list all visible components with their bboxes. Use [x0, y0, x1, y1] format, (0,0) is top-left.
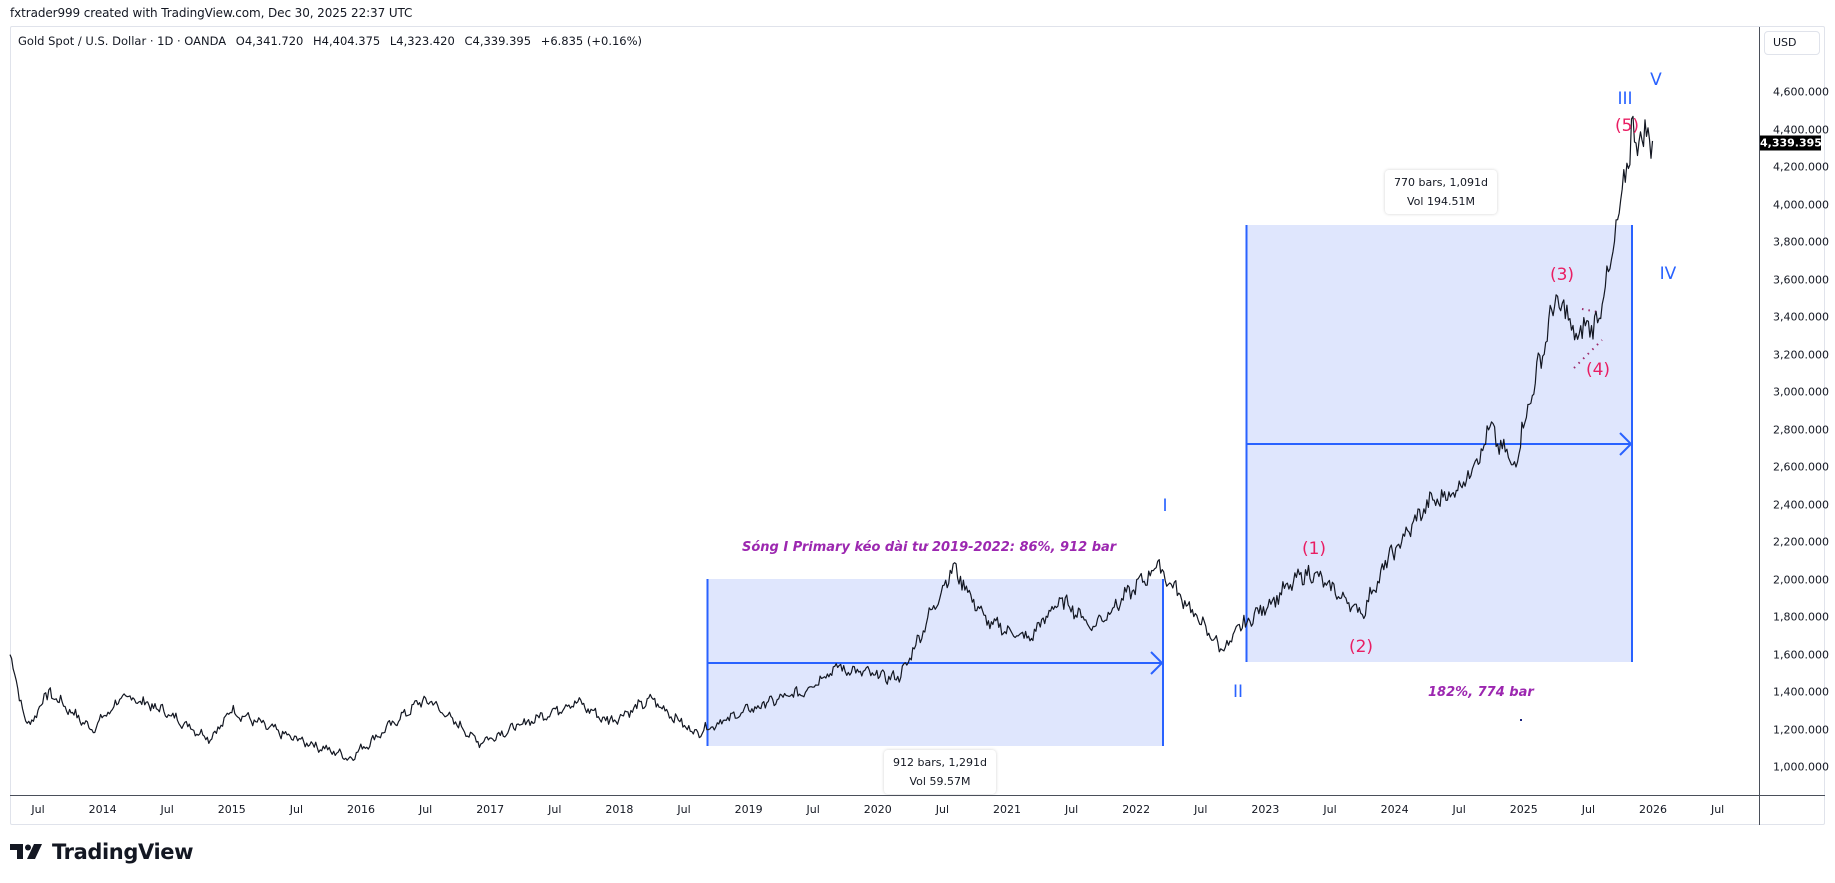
price-tick: 3,000.000	[1773, 385, 1829, 399]
time-tick: 2019	[734, 803, 763, 816]
time-tick: 2018	[605, 803, 634, 816]
wave-label-1[interactable]: (1)	[1301, 539, 1327, 559]
price-tick: 3,800.000	[1773, 235, 1829, 249]
time-tick: 2014	[88, 803, 117, 816]
primary-wave-note[interactable]: Sóng I Primary kéo dài tư 2019-2022: 86%…	[742, 540, 1117, 555]
price-line	[9, 115, 1654, 762]
second-range-note[interactable]: 182%, 774 bar	[1428, 685, 1534, 700]
wave-label-V[interactable]: V	[1650, 70, 1662, 90]
change-value: +6.835 (+0.16%)	[540, 34, 643, 48]
wave-label-III[interactable]: III	[1617, 89, 1633, 109]
wave-label-4[interactable]: (4)	[1585, 360, 1611, 380]
time-tick: Jul	[677, 803, 691, 816]
wave-label-II[interactable]: II	[1232, 682, 1244, 702]
time-tick: 2022	[1122, 803, 1151, 816]
time-tick: Jul	[548, 803, 562, 816]
time-axis-border	[10, 795, 1825, 796]
time-tick: 2025	[1509, 803, 1538, 816]
tradingview-logo[interactable]: TradingView	[10, 840, 193, 864]
wave-label-2[interactable]: (2)	[1348, 637, 1374, 657]
low-value: L4,323.420	[389, 34, 455, 48]
price-tick: 2,800.000	[1773, 423, 1829, 436]
wave-label-3[interactable]: (3)	[1549, 265, 1575, 285]
wave-label-IV[interactable]: IV	[1659, 264, 1677, 284]
time-tick: Jul	[418, 803, 433, 816]
time-tick: 2023	[1251, 803, 1280, 816]
time-tick: Jul	[1710, 803, 1725, 816]
time-tick: Jul	[1194, 803, 1208, 816]
wave-label-5[interactable]: (5)	[1614, 116, 1640, 136]
symbol-title[interactable]: Gold Spot / U.S. Dollar · 1D · OANDA	[18, 34, 227, 48]
time-tick: Jul	[935, 803, 950, 816]
price-tick: 1,200.000	[1773, 723, 1829, 736]
time-tick: 2016	[347, 803, 375, 816]
range1-volume: Vol 59.57M	[909, 775, 971, 788]
time-tick: 2020	[863, 803, 892, 816]
price-tick: 3,600.000	[1773, 273, 1829, 286]
time-tick: Jul	[1581, 803, 1596, 816]
range1-info-box: 912 bars, 1,291d Vol 59.57M	[884, 750, 996, 794]
tradingview-logo-icon	[10, 844, 42, 859]
symbol-legend: Gold Spot / U.S. Dollar · 1D · OANDA O4,…	[18, 34, 648, 48]
time-tick: 2015	[217, 803, 246, 816]
price-tick: 3,400.000	[1773, 310, 1829, 324]
price-tick: 1,600.000	[1773, 648, 1829, 661]
time-tick: Jul	[31, 803, 45, 816]
range2-bars-days: 770 bars, 1,091d	[1394, 176, 1488, 189]
price-tick: 4,400.000	[1773, 123, 1829, 136]
time-tick: Jul	[1064, 803, 1079, 816]
price-tick: 2,400.000	[1773, 498, 1829, 511]
chart-credit: fxtrader999 created with TradingView.com…	[10, 6, 413, 20]
brand-name: TradingView	[52, 840, 194, 864]
time-tick: 2017	[476, 803, 505, 816]
high-value: H4,404.375	[313, 34, 381, 48]
price-tick: 1,000.000	[1773, 760, 1829, 774]
price-axis-border	[1759, 27, 1760, 825]
chart-frame	[10, 26, 1825, 825]
price-tick: 1,400.000	[1773, 685, 1829, 699]
price-tick: 4,000.000	[1773, 198, 1829, 211]
close-value: C4,339.395	[464, 34, 532, 48]
price-tick: 3,200.000	[1773, 348, 1829, 361]
price-tick: 2,600.000	[1773, 460, 1829, 474]
price-tick: 2,000.000	[1773, 573, 1829, 586]
time-tick: Jul	[1323, 803, 1337, 816]
range1-bars-days: 912 bars, 1,291d	[893, 756, 987, 769]
time-tick: 2026	[1639, 803, 1667, 816]
wave-label-I[interactable]: I	[1162, 496, 1168, 516]
range2-info-box: 770 bars, 1,091d Vol 194.51M	[1385, 170, 1497, 214]
marker-dot	[1520, 719, 1522, 721]
range2-volume: Vol 194.51M	[1407, 195, 1475, 208]
price-tick: 4,600.000	[1773, 85, 1829, 99]
price-tick: 1,800.000	[1773, 610, 1829, 624]
currency-button[interactable]: USD	[1764, 31, 1820, 55]
wave4-triangle	[1573, 308, 1603, 369]
time-tick: Jul	[806, 803, 820, 816]
time-tick: Jul	[160, 803, 174, 816]
price-tick: 2,200.000	[1773, 535, 1829, 549]
time-tick: 2024	[1380, 803, 1409, 816]
time-tick: 2021	[993, 803, 1021, 816]
last-price-label: 4,339.395	[1760, 135, 1822, 151]
price-tick: 4,200.000	[1773, 160, 1829, 174]
range-measure-2[interactable]	[1245, 225, 1633, 662]
open-value: O4,341.720	[235, 34, 304, 48]
time-tick: Jul	[1452, 803, 1466, 816]
range-measure-1[interactable]	[706, 579, 1164, 746]
time-tick: Jul	[289, 803, 304, 816]
